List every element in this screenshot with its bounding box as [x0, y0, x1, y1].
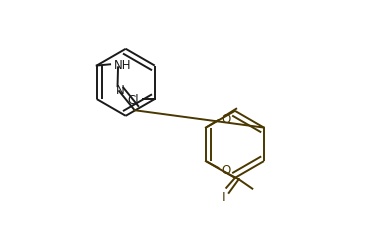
Text: Cl: Cl: [127, 93, 139, 106]
Text: I: I: [222, 190, 226, 203]
Text: O: O: [221, 164, 231, 176]
Text: O: O: [221, 112, 231, 125]
Text: NH: NH: [113, 58, 131, 71]
Text: N: N: [116, 83, 125, 96]
